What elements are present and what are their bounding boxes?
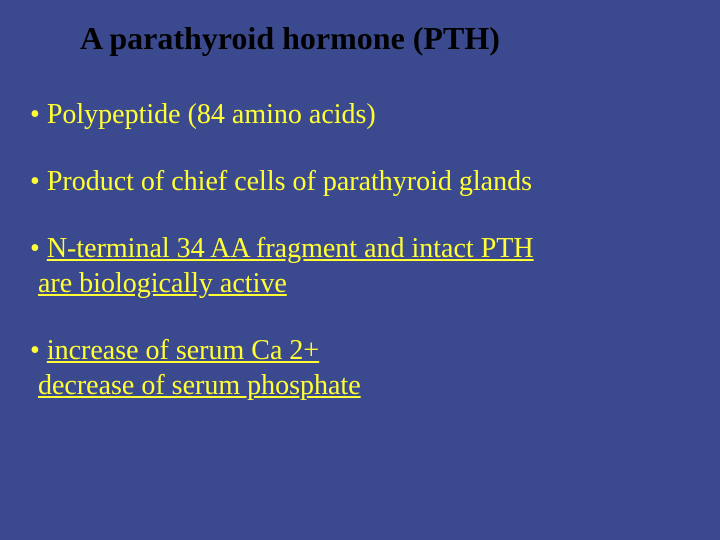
slide-title: A parathyroid hormone (PTH): [80, 20, 690, 57]
bullet-text: increase of serum Ca 2+: [47, 335, 319, 366]
bullet-text: N-terminal 34 AA fragment and intact PTH: [47, 233, 534, 264]
bullet-mark: •: [30, 166, 47, 197]
bullet-item: • Product of chief cells of parathyroid …: [30, 164, 690, 199]
bullet-mark: •: [30, 335, 47, 366]
bullet-text: Polypeptide (84 amino acids): [47, 99, 376, 130]
bullet-item: • increase of serum Ca 2+ decrease of se…: [30, 333, 690, 403]
bullet-text-line2: are biologically active: [38, 268, 287, 299]
bullet-item: • Polypeptide (84 amino acids): [30, 97, 690, 132]
bullet-item: • N-terminal 34 AA fragment and intact P…: [30, 231, 690, 301]
bullet-text-line2: decrease of serum phosphate: [38, 370, 361, 401]
bullet-mark: •: [30, 233, 47, 264]
bullet-text: Product of chief cells of parathyroid gl…: [47, 166, 532, 197]
bullet-mark: •: [30, 99, 47, 130]
